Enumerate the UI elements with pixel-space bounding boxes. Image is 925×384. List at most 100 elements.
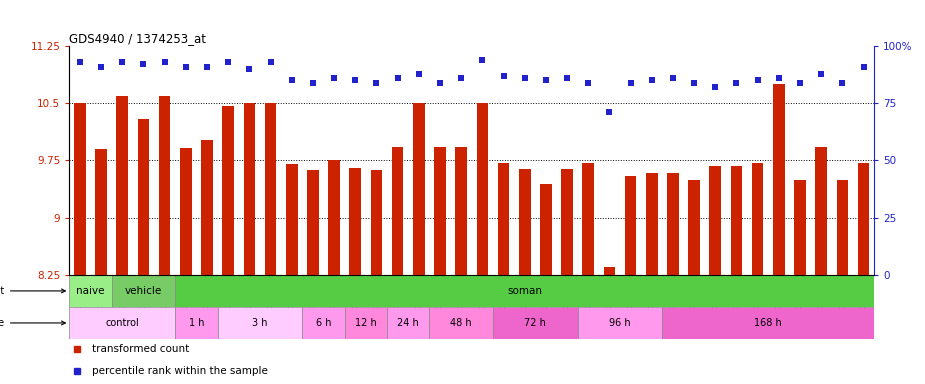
Text: 96 h: 96 h: [610, 318, 631, 328]
Text: 6 h: 6 h: [315, 318, 331, 328]
Text: 1 h: 1 h: [189, 318, 204, 328]
Point: [771, 75, 786, 81]
Point: [157, 59, 172, 65]
Bar: [180, 147, 191, 275]
Bar: [345, 307, 387, 339]
Bar: [731, 166, 742, 275]
Bar: [74, 103, 86, 275]
Point: [200, 64, 215, 70]
Bar: [138, 119, 149, 275]
Point: [857, 64, 871, 70]
Point: [348, 77, 363, 83]
Bar: [577, 307, 662, 339]
Point: [814, 71, 829, 77]
Text: agent: agent: [0, 286, 66, 296]
Text: control: control: [105, 318, 139, 328]
Bar: [561, 169, 573, 275]
Bar: [117, 96, 129, 275]
Bar: [583, 163, 594, 275]
Point: [93, 64, 108, 70]
Text: 12 h: 12 h: [355, 318, 376, 328]
Bar: [175, 275, 874, 307]
Bar: [646, 174, 658, 275]
Bar: [217, 307, 302, 339]
Bar: [175, 307, 217, 339]
Point: [835, 79, 850, 86]
Point: [327, 75, 341, 81]
Point: [284, 77, 299, 83]
Point: [729, 79, 744, 86]
Bar: [307, 170, 319, 275]
Point: [242, 66, 257, 72]
Bar: [387, 307, 429, 339]
Point: [72, 59, 87, 65]
Text: 72 h: 72 h: [524, 318, 547, 328]
Bar: [371, 170, 382, 275]
Point: [623, 79, 638, 86]
Bar: [202, 140, 213, 275]
Text: vehicle: vehicle: [125, 286, 162, 296]
Bar: [69, 307, 175, 339]
Bar: [413, 103, 425, 275]
Point: [560, 75, 574, 81]
Point: [686, 79, 701, 86]
Point: [645, 77, 660, 83]
Point: [390, 75, 405, 81]
Point: [793, 79, 808, 86]
Bar: [540, 184, 551, 275]
Text: GDS4940 / 1374253_at: GDS4940 / 1374253_at: [69, 32, 206, 45]
Bar: [836, 180, 848, 275]
Point: [369, 79, 384, 86]
Bar: [773, 84, 784, 275]
Bar: [624, 176, 636, 275]
Bar: [392, 147, 403, 275]
Bar: [476, 103, 488, 275]
Point: [454, 75, 469, 81]
Bar: [434, 147, 446, 275]
Bar: [795, 180, 806, 275]
Point: [433, 79, 448, 86]
Bar: [709, 166, 722, 275]
Bar: [519, 169, 531, 275]
Bar: [498, 163, 510, 275]
Bar: [688, 180, 700, 275]
Point: [665, 75, 680, 81]
Bar: [667, 174, 679, 275]
Bar: [265, 103, 277, 275]
Bar: [95, 149, 107, 275]
Text: 24 h: 24 h: [398, 318, 419, 328]
Text: 3 h: 3 h: [253, 318, 267, 328]
Bar: [328, 161, 339, 275]
Bar: [752, 163, 763, 275]
Text: percentile rank within the sample: percentile rank within the sample: [92, 366, 267, 376]
Point: [750, 77, 765, 83]
Point: [115, 59, 130, 65]
Bar: [112, 275, 175, 307]
Point: [263, 59, 278, 65]
Point: [708, 84, 722, 90]
Point: [581, 79, 596, 86]
Text: soman: soman: [507, 286, 542, 296]
Point: [136, 61, 151, 68]
Point: [517, 75, 532, 81]
Bar: [662, 307, 874, 339]
Bar: [286, 164, 298, 275]
Point: [221, 59, 236, 65]
Bar: [222, 106, 234, 275]
Bar: [429, 307, 493, 339]
Point: [305, 79, 320, 86]
Text: 48 h: 48 h: [450, 318, 472, 328]
Bar: [243, 103, 255, 275]
Bar: [857, 163, 869, 275]
Bar: [604, 267, 615, 275]
Text: transformed count: transformed count: [92, 344, 189, 354]
Text: naive: naive: [76, 286, 105, 296]
Point: [475, 57, 489, 63]
Text: 168 h: 168 h: [755, 318, 783, 328]
Bar: [815, 147, 827, 275]
Bar: [350, 168, 361, 275]
Point: [412, 71, 426, 77]
Bar: [69, 275, 112, 307]
Point: [179, 64, 193, 70]
Point: [538, 77, 553, 83]
